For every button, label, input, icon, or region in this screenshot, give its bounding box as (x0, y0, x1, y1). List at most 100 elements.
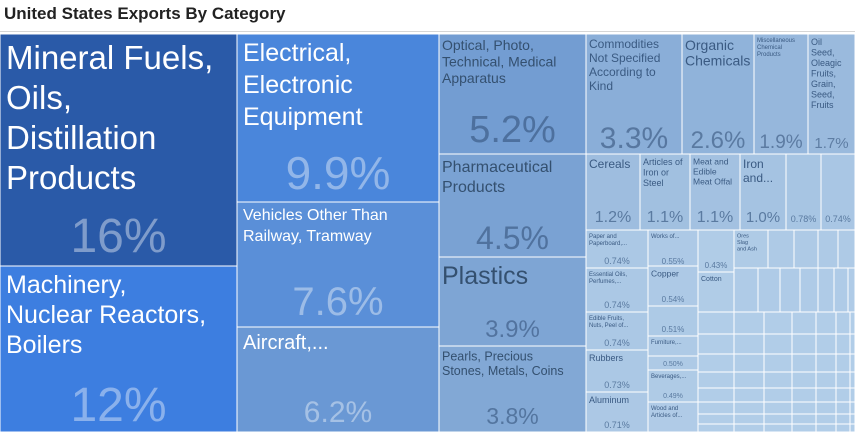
treemap-tile[interactable]: Copper 0.54% (647, 265, 699, 307)
small-tile[interactable] (763, 387, 793, 403)
small-tile[interactable] (791, 333, 817, 355)
small-tile[interactable] (815, 353, 837, 373)
small-tile[interactable] (835, 333, 851, 355)
small-tile[interactable] (791, 311, 817, 335)
small-tile[interactable] (697, 311, 735, 335)
small-tile[interactable] (763, 311, 793, 335)
treemap-tile[interactable]: Miscellaneous Chemical Products 1.9% (753, 33, 809, 155)
treemap-tile[interactable]: Cereals 1.2% (585, 153, 641, 231)
small-tile[interactable] (697, 371, 735, 389)
treemap-tile[interactable]: Edible Fruits, Nuts, Peel of... 0.74% (585, 311, 649, 351)
small-tile[interactable] (763, 371, 793, 389)
treemap-tile[interactable]: Aircraft,... 6.2% (236, 326, 440, 432)
small-tile[interactable] (697, 423, 735, 432)
small-tile[interactable] (815, 387, 837, 403)
treemap-tile[interactable]: Beverages,... 0.49% (647, 369, 699, 403)
small-tile[interactable] (835, 371, 851, 389)
small-tile[interactable] (791, 353, 817, 373)
small-tile[interactable] (697, 353, 735, 373)
treemap-tile[interactable]: 0.51% (647, 305, 699, 337)
treemap-tile[interactable]: 0.74% (820, 153, 855, 231)
treemap-tile[interactable]: Wood and Articles of... (647, 401, 699, 432)
small-tile[interactable] (849, 423, 855, 432)
treemap-tile[interactable]: Plastics 3.9% (438, 256, 587, 347)
small-tile[interactable] (779, 267, 801, 313)
small-tile[interactable] (835, 353, 851, 373)
treemap-tile[interactable]: Mineral Fuels, Oils, Distillation Products 1… (0, 33, 238, 267)
treemap-tile[interactable]: Essential Oils, Perfumes,... 0.74% (585, 267, 649, 313)
small-tile[interactable] (791, 371, 817, 389)
small-tile[interactable] (849, 333, 855, 355)
small-tile[interactable] (733, 333, 765, 355)
treemap-tile[interactable]: Organic Chemicals 2.6% (681, 33, 755, 155)
treemap-tile[interactable]: Aluminum 0.71% (585, 391, 649, 432)
small-tile[interactable] (757, 267, 781, 313)
small-tile[interactable] (791, 387, 817, 403)
treemap-tile[interactable]: Rubbers 0.73% (585, 349, 649, 393)
small-tile[interactable] (815, 311, 837, 335)
small-tile[interactable] (697, 401, 735, 415)
small-tile[interactable] (763, 413, 793, 425)
small-tile[interactable] (835, 311, 851, 335)
small-tile[interactable] (763, 353, 793, 373)
small-tile[interactable] (791, 401, 817, 415)
small-tile[interactable] (733, 423, 765, 432)
treemap-tile[interactable]: Iron and... 1.0% (739, 153, 787, 231)
small-tile[interactable] (835, 401, 851, 415)
treemap-tile[interactable]: Works of... 0.55% (647, 229, 699, 269)
small-tile[interactable] (849, 387, 855, 403)
small-tile[interactable] (733, 353, 765, 373)
small-tile[interactable] (791, 413, 817, 425)
treemap-tile[interactable]: Vehicles Other Than Railway, Tramway 7.6% (236, 201, 440, 328)
treemap-tile[interactable]: Machinery, Nuclear Reactors, Boilers 12% (0, 265, 238, 432)
small-tile[interactable] (817, 267, 835, 313)
treemap-tile[interactable]: Optical, Photo, Technical, Medical Apparat… (438, 33, 587, 155)
treemap-tile[interactable]: 0.78% (785, 153, 822, 231)
small-tile[interactable] (697, 413, 735, 425)
treemap-tile[interactable]: Pharmaceutical Products 4.5% (438, 153, 587, 258)
small-tile[interactable] (763, 423, 793, 432)
small-tile[interactable] (817, 229, 839, 269)
small-tile[interactable] (763, 401, 793, 415)
treemap-tile[interactable]: Commodities Not Specified According to Kind… (585, 33, 683, 155)
treemap-tile[interactable]: Meat and Edible Meat Offal 1.1% (689, 153, 741, 231)
small-tile[interactable] (793, 229, 819, 269)
small-tile[interactable] (697, 387, 735, 403)
small-tile[interactable] (815, 371, 837, 389)
small-tile[interactable] (849, 413, 855, 425)
small-tile[interactable] (835, 423, 851, 432)
small-tile[interactable] (815, 413, 837, 425)
small-tile[interactable] (767, 229, 795, 269)
small-tile[interactable] (733, 371, 765, 389)
treemap-tile[interactable]: Cotton (697, 271, 735, 313)
small-tile[interactable] (835, 413, 851, 425)
small-tile[interactable] (837, 229, 855, 269)
small-tile[interactable] (733, 387, 765, 403)
small-tile[interactable] (849, 353, 855, 373)
treemap-tile[interactable]: Paper and Paperboard,... 0.74% (585, 229, 649, 269)
small-tile[interactable] (763, 333, 793, 355)
small-tile[interactable] (835, 387, 851, 403)
treemap-tile[interactable]: Ores Slag and Ash (733, 229, 769, 269)
small-tile[interactable] (815, 333, 837, 355)
small-tile[interactable] (791, 423, 817, 432)
treemap-tile[interactable]: 0.43% (697, 229, 735, 273)
treemap-tile[interactable]: Articles of Iron or Steel 1.1% (639, 153, 691, 231)
small-tile[interactable] (815, 401, 837, 415)
treemap-tile[interactable]: 0.50% (647, 355, 699, 371)
small-tile[interactable] (733, 401, 765, 415)
treemap-tile[interactable]: Oil Seed, Oleagic Fruits, Grain, Seed, Fruits 1… (807, 33, 855, 155)
small-tile[interactable] (799, 267, 819, 313)
small-tile[interactable] (849, 371, 855, 389)
small-tile[interactable] (697, 333, 735, 355)
treemap-tile[interactable]: Electrical, Electronic Equipment 9.9% (236, 33, 440, 203)
small-tile[interactable] (815, 423, 837, 432)
treemap-tile[interactable]: Furniture,... (647, 335, 699, 357)
small-tile[interactable] (847, 267, 855, 313)
treemap-tile[interactable]: Pearls, Precious Stones, Metals, Coins 3.8… (438, 345, 587, 432)
small-tile[interactable] (849, 311, 855, 335)
small-tile[interactable] (833, 267, 849, 313)
small-tile[interactable] (733, 267, 759, 313)
small-tile[interactable] (733, 311, 765, 335)
small-tile[interactable] (733, 413, 765, 425)
